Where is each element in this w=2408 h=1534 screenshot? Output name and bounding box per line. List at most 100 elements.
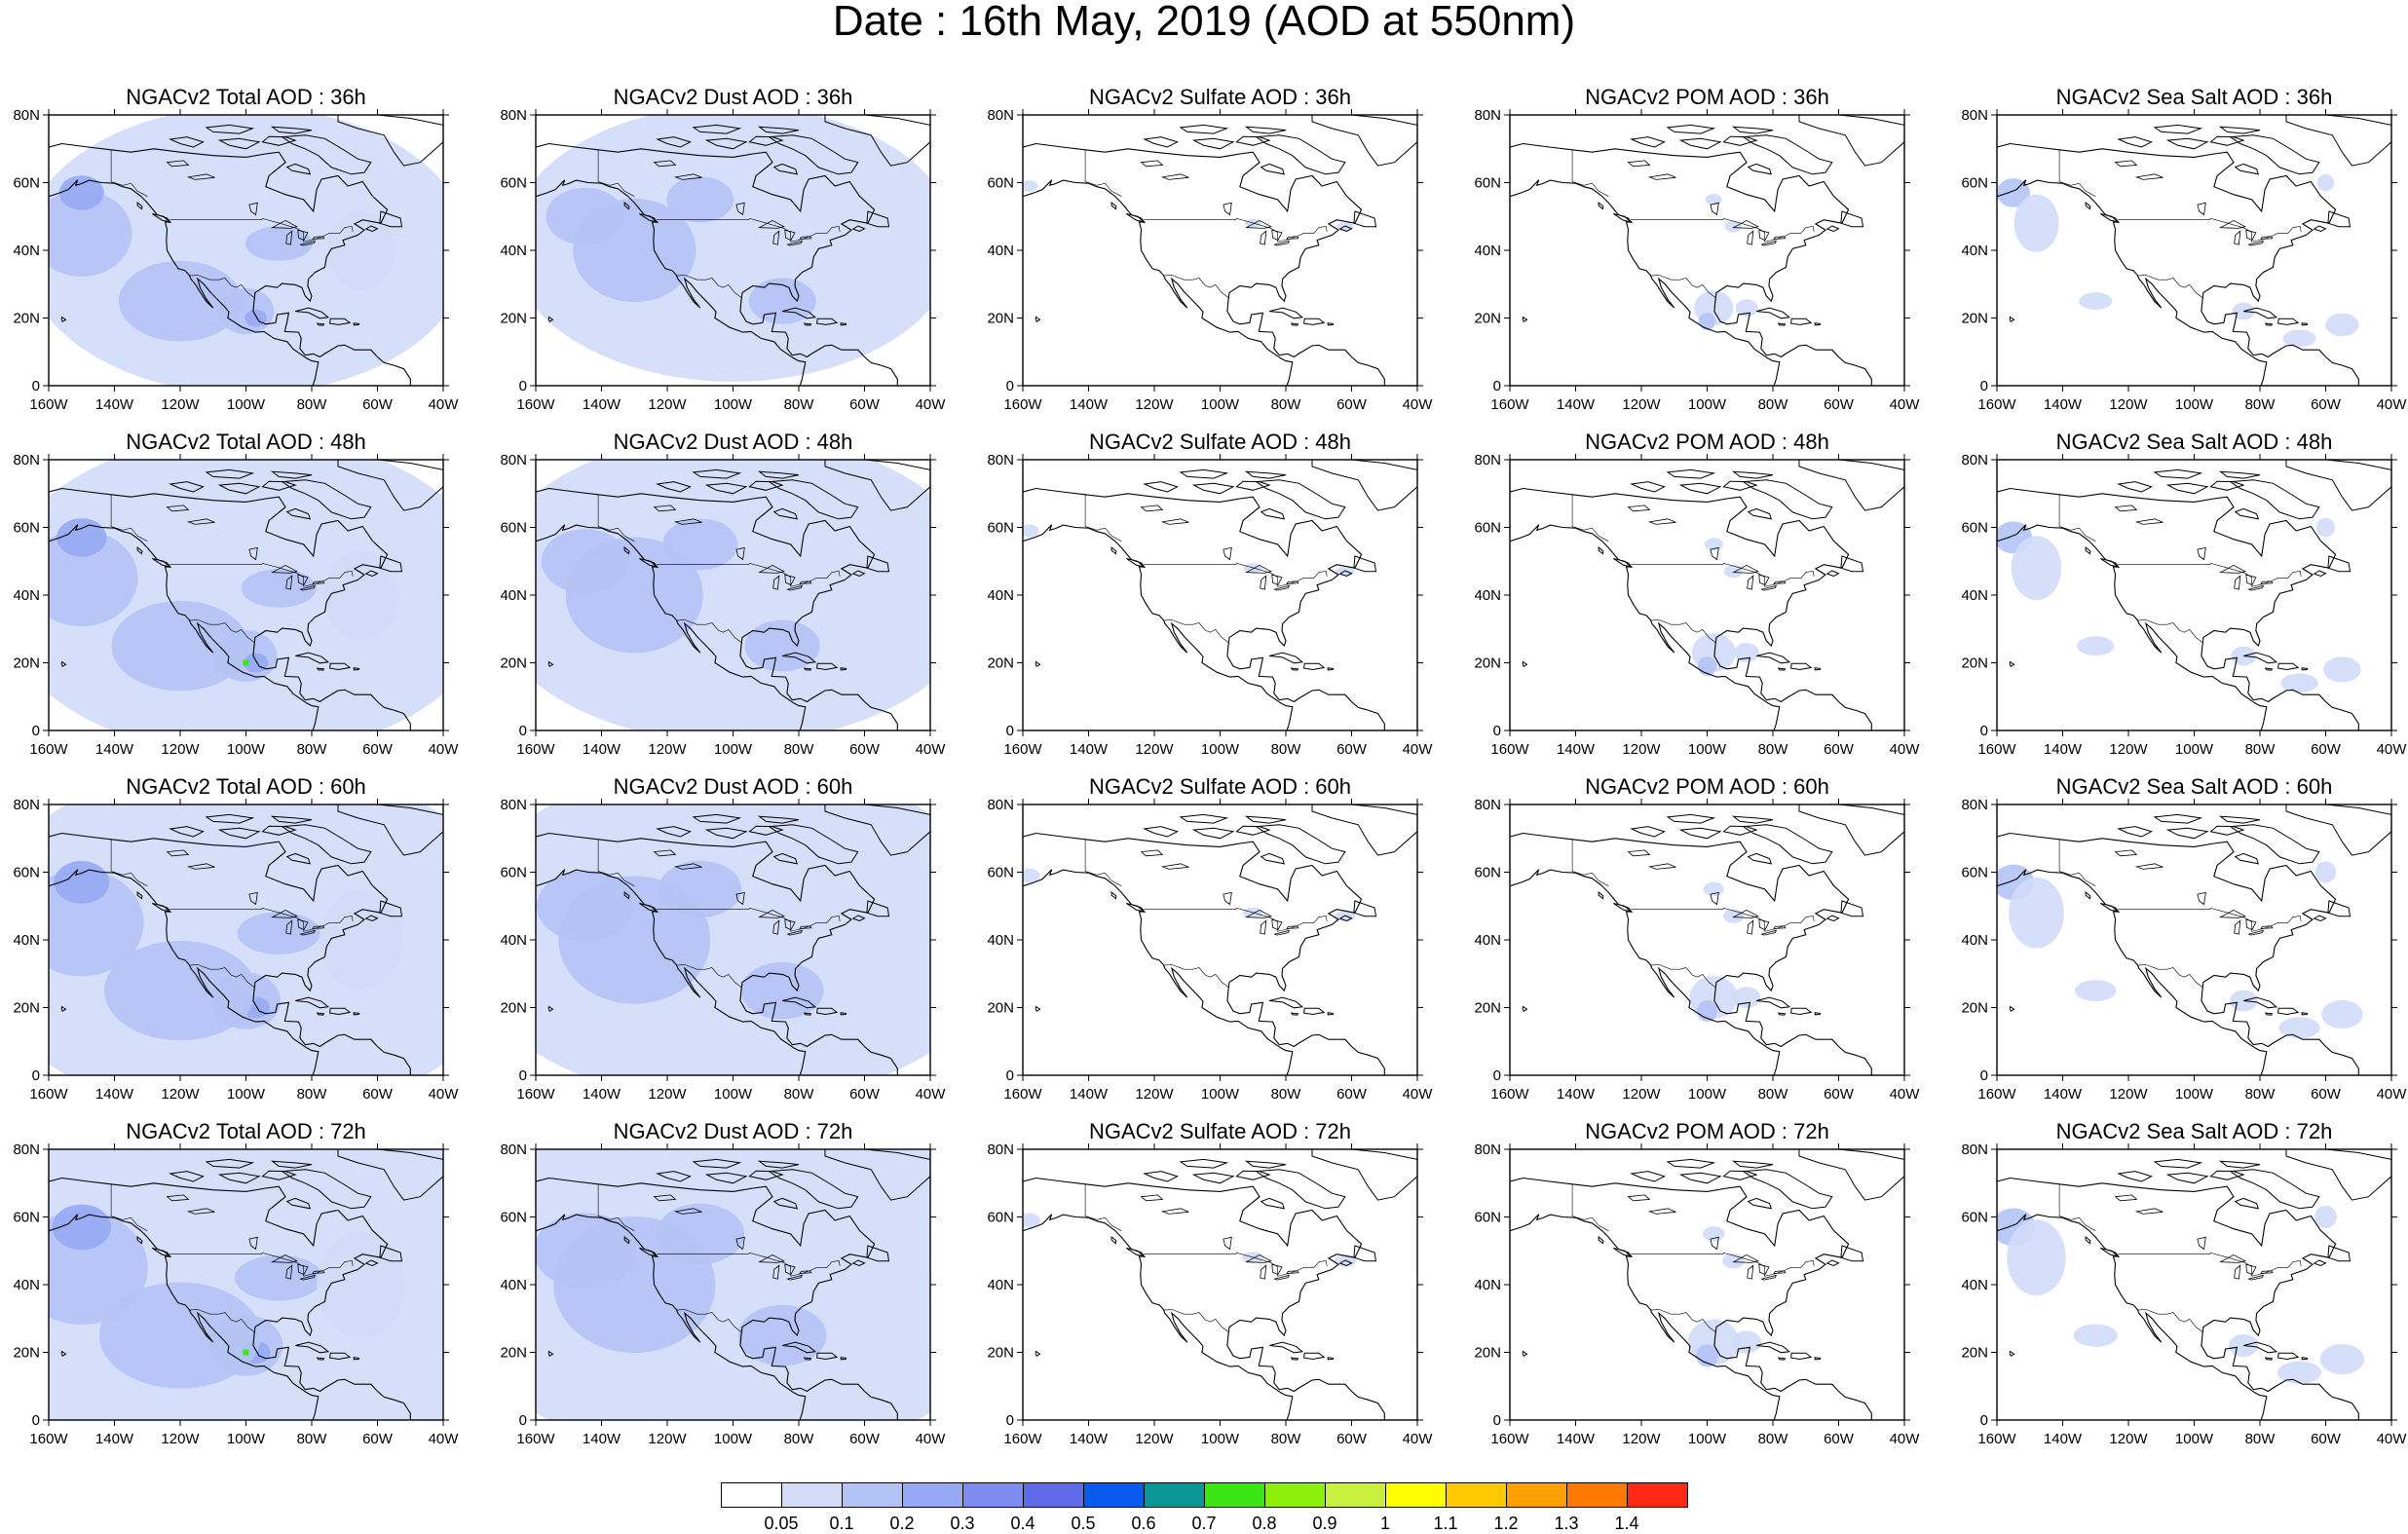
- island-outline: [1235, 825, 1271, 836]
- y-tick-label: 80N: [1961, 1141, 1988, 1158]
- map-background: [1510, 460, 1904, 730]
- island-outline: [1303, 1352, 1326, 1361]
- island-outline: [1747, 852, 1773, 865]
- country-border: [2058, 839, 2096, 886]
- y-tick-label: 80N: [500, 797, 527, 813]
- island-outline: [1255, 134, 1346, 175]
- x-tick-label: 100W: [1201, 1431, 1240, 1447]
- island-outline: [656, 1171, 692, 1182]
- island-outline: [1143, 1171, 1179, 1182]
- lake-outline: [271, 1253, 298, 1263]
- panel-title: NGACv2 Dust AOD : 60h: [614, 774, 853, 799]
- lake-outline: [166, 849, 190, 857]
- island-outline: [748, 825, 784, 836]
- aod-field-patch: [2278, 1017, 2320, 1039]
- island-outline: [316, 667, 325, 671]
- island-outline: [329, 318, 352, 325]
- y-tick-label: 20N: [1961, 1000, 1988, 1017]
- island-outline: [1235, 1170, 1271, 1180]
- lake-outline: [2197, 1236, 2206, 1251]
- country-border: [657, 217, 841, 243]
- map-panel: NGACv2 Sulfate AOD : 36h 160W 140W 120W 100W…: [987, 85, 1433, 413]
- lake-outline: [786, 584, 804, 591]
- island-outline: [1522, 316, 1528, 323]
- x-tick-label: 40W: [429, 741, 460, 758]
- aod-field-patch: [2325, 313, 2359, 337]
- island-outline: [1613, 213, 1633, 223]
- island-outline: [1110, 1235, 1117, 1245]
- island-outline: [2009, 1350, 2015, 1358]
- lake-outline: [1245, 1253, 1272, 1263]
- island-outline: [353, 1012, 360, 1016]
- island-outline: [2209, 1170, 2245, 1180]
- lake-outline: [1260, 230, 1267, 245]
- lake-outline: [673, 1208, 702, 1215]
- x-tick-label: 100W: [1688, 396, 1727, 413]
- country-border: [2058, 494, 2096, 542]
- island-outline: [152, 558, 171, 568]
- country-border: [169, 907, 354, 932]
- island-outline: [285, 852, 312, 865]
- island-outline: [851, 915, 866, 922]
- island-outline: [2218, 1160, 2261, 1169]
- colorbar-swatch: [1446, 1482, 1507, 1508]
- x-tick-label: 40W: [1890, 1086, 1921, 1103]
- island-outline: [803, 1357, 812, 1361]
- lake-outline: [2234, 1264, 2241, 1280]
- x-tick-label: 160W: [1003, 396, 1042, 413]
- x-tick-label: 40W: [429, 1431, 460, 1447]
- lake-outline: [271, 219, 298, 229]
- island-outline: [772, 163, 799, 175]
- x-tick-label: 140W: [95, 741, 134, 758]
- lake-outline: [1160, 863, 1189, 870]
- figure-title: Date : 16th May, 2019 (AOD at 550nm): [832, 0, 1576, 45]
- island-outline: [2301, 667, 2309, 671]
- island-outline: [285, 1197, 312, 1210]
- lake-outline: [1223, 202, 1232, 216]
- island-outline: [1731, 470, 1774, 479]
- island-outline: [1840, 555, 1864, 573]
- lake-outline: [1758, 918, 1770, 931]
- y-tick-label: 80N: [1474, 797, 1501, 813]
- island-outline: [704, 482, 748, 495]
- y-tick-label: 60N: [13, 1210, 40, 1226]
- x-tick-label: 60W: [362, 396, 394, 413]
- x-tick-label: 80W: [1758, 1431, 1789, 1447]
- island-outline: [2218, 815, 2261, 824]
- aod-field-patch: [234, 1254, 323, 1301]
- lake-outline: [2234, 919, 2241, 935]
- island-outline: [1722, 825, 1758, 836]
- aod-field-patch: [2282, 329, 2316, 348]
- island-outline: [1311, 804, 1417, 856]
- map-panel: NGACv2 POM AOD : 36h 160W 140W 120W 100W 80W 6…: [1474, 85, 1920, 413]
- island-outline: [1260, 852, 1286, 865]
- island-outline: [1255, 1169, 1346, 1210]
- x-tick-label: 100W: [1201, 741, 1240, 758]
- lake-outline: [166, 160, 190, 168]
- island-outline: [1666, 1158, 1716, 1169]
- island-outline: [2009, 316, 2015, 323]
- island-outline: [1666, 124, 1716, 134]
- island-outline: [2009, 660, 2015, 668]
- country-border: [2118, 1252, 2302, 1277]
- lake-outline: [2247, 584, 2265, 591]
- lake-outline: [1140, 849, 1164, 857]
- y-tick-label: 40N: [1961, 243, 1988, 259]
- lake-outline: [1732, 1253, 1759, 1263]
- aod-field-patch: [740, 961, 824, 1020]
- island-outline: [692, 1158, 742, 1169]
- island-outline: [547, 1005, 554, 1013]
- colorbar-level-label: 0.6: [1131, 1514, 1156, 1533]
- island-outline: [316, 1012, 325, 1016]
- island-outline: [757, 126, 800, 134]
- island-outline: [294, 652, 330, 664]
- x-tick-label: 120W: [1622, 1086, 1661, 1103]
- x-tick-label: 120W: [2109, 1086, 2148, 1103]
- colorbar-level-label: 0.05: [764, 1514, 799, 1533]
- x-tick-label: 140W: [1070, 1431, 1109, 1447]
- y-tick-label: 20N: [1961, 1345, 1988, 1362]
- island-outline: [1110, 545, 1117, 555]
- colorbar-swatch: [1264, 1482, 1326, 1508]
- map-background: [1997, 1149, 2391, 1420]
- lake-outline: [1747, 1264, 1754, 1280]
